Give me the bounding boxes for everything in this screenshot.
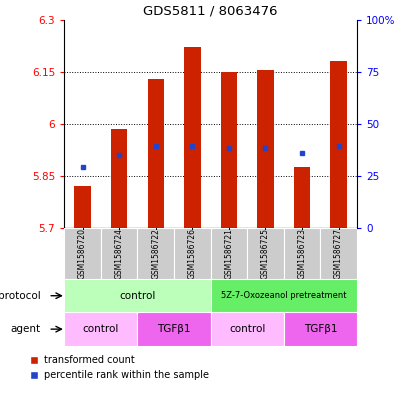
Text: GSM1586726: GSM1586726 (188, 228, 197, 279)
Bar (111, 129, 127, 228)
Text: 5Z-7-Oxozeanol pretreatment: 5Z-7-Oxozeanol pretreatment (221, 291, 347, 300)
Text: GSM1586725: GSM1586725 (261, 228, 270, 279)
Bar (74, 186, 91, 228)
Text: GSM1586721: GSM1586721 (225, 228, 233, 279)
Bar (221, 72, 237, 228)
Text: GSM1586720: GSM1586720 (78, 228, 87, 279)
Text: TGFβ1: TGFβ1 (157, 324, 191, 334)
Bar (210, 312, 284, 346)
Bar (64, 228, 101, 279)
Text: TGFβ1: TGFβ1 (304, 324, 337, 334)
Bar (64, 279, 210, 312)
Bar (101, 228, 137, 279)
Text: control: control (83, 324, 119, 334)
Bar (210, 279, 357, 312)
Bar (211, 228, 247, 279)
Bar (284, 312, 357, 346)
Bar (257, 70, 274, 228)
Bar (174, 228, 211, 279)
Bar (247, 228, 284, 279)
Bar (137, 312, 210, 346)
Bar (330, 61, 347, 228)
Text: GSM1586722: GSM1586722 (151, 228, 160, 279)
Text: control: control (119, 291, 156, 301)
Bar (320, 228, 357, 279)
Title: GDS5811 / 8063476: GDS5811 / 8063476 (143, 4, 278, 17)
Text: GSM1586724: GSM1586724 (115, 228, 124, 279)
Legend: transformed count, percentile rank within the sample: transformed count, percentile rank withi… (26, 352, 213, 384)
Text: control: control (229, 324, 265, 334)
Bar (64, 312, 137, 346)
Text: GSM1586723: GSM1586723 (298, 228, 307, 279)
Text: GSM1586727: GSM1586727 (334, 228, 343, 279)
Bar (137, 228, 174, 279)
Bar (147, 79, 164, 228)
Bar (294, 167, 310, 228)
Text: agent: agent (11, 324, 41, 334)
Text: protocol: protocol (0, 291, 41, 301)
Bar (284, 228, 320, 279)
Bar (184, 48, 200, 228)
